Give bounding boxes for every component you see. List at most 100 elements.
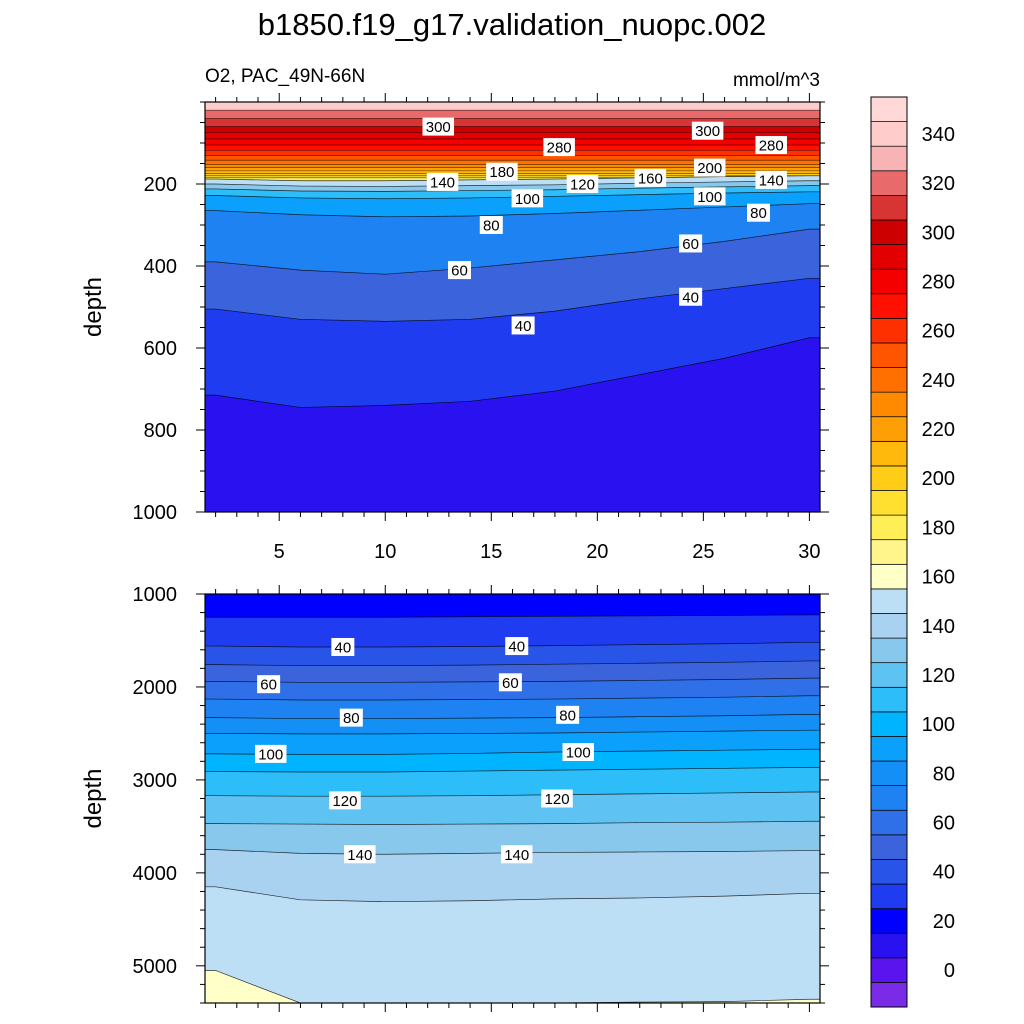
svg-text:160: 160 (638, 170, 663, 187)
y-tick-label: 200 (144, 174, 177, 196)
svg-text:100: 100 (258, 746, 283, 763)
colorbar-cell (870, 416, 908, 442)
colorbar-cell (870, 957, 908, 983)
colorbar-cell (870, 539, 908, 565)
svg-text:300: 300 (426, 119, 451, 136)
colorbar-cell (870, 121, 908, 147)
colorbar-tick-label: 280 (922, 271, 955, 293)
contour-label: 60 (447, 261, 471, 280)
contour-label: 40 (511, 316, 535, 335)
colorbar-cell (870, 391, 908, 418)
colorbar-cell (870, 514, 908, 541)
contour-label: 180 (486, 162, 518, 181)
svg-text:120: 120 (332, 793, 357, 810)
colorbar-cell (870, 859, 908, 885)
colorbar-tick-label: 340 (922, 124, 955, 146)
contour-label: 140 (426, 172, 459, 191)
colorbar-cell (870, 219, 908, 245)
colorbar-cell (870, 244, 908, 270)
contour-line (205, 820, 820, 825)
colorbar-cell (870, 932, 908, 959)
colorbar-cell (870, 465, 908, 491)
x-tick-label: 25 (692, 541, 714, 563)
contour-band-surface (205, 110, 820, 120)
svg-text:120: 120 (545, 791, 570, 808)
svg-text:80: 80 (559, 707, 576, 724)
contour-label: 40 (679, 287, 703, 306)
contour-band-surface (205, 102, 820, 112)
contour-label: 100 (693, 187, 726, 206)
colorbar-cell (870, 440, 908, 467)
colorbar-tick-label: 40 (933, 862, 955, 884)
contour-label: 280 (543, 138, 575, 157)
colorbar-tick-label: 60 (933, 813, 955, 835)
svg-text:180: 180 (489, 164, 514, 181)
contour-band (205, 337, 820, 512)
svg-text:140: 140 (759, 172, 784, 189)
svg-text:40: 40 (508, 639, 525, 656)
x-tick-label: 30 (798, 541, 820, 563)
x-tick-label: 15 (480, 541, 502, 563)
contour-band (205, 970, 820, 1003)
contour-label: 100 (562, 743, 594, 762)
colorbar-cell (870, 711, 908, 737)
contour-label: 120 (566, 175, 599, 194)
colorbar-tick-label: 160 (922, 567, 955, 589)
colorbar-cell (870, 563, 908, 590)
colorbar-tick-label: 300 (922, 222, 955, 244)
contour-line (205, 791, 820, 797)
contour-line (205, 228, 820, 275)
svg-text:140: 140 (504, 847, 529, 864)
svg-text:80: 80 (343, 710, 360, 727)
lower-contour-panel: 40 40 60 60 80 80 100 100 120 120 140 140 1000 2000 30… (80, 584, 829, 1012)
colorbar-tick-label: 20 (933, 911, 955, 933)
svg-text:80: 80 (750, 205, 767, 222)
y-tick-label: 400 (144, 256, 177, 278)
contour-line (205, 970, 820, 1003)
svg-text:40: 40 (335, 639, 352, 656)
colorbar-cell (870, 785, 908, 811)
contour-label: 80 (556, 705, 580, 724)
colorbar-cell (870, 908, 908, 934)
contour-label: 60 (679, 234, 703, 253)
contour-label: 280 (755, 136, 787, 155)
contour-line (205, 729, 820, 735)
contour-line (205, 767, 820, 773)
svg-text:40: 40 (682, 289, 699, 306)
contour-label: 120 (329, 791, 361, 810)
colorbar-cell (870, 367, 908, 393)
colorbar-tick-label: 0 (944, 960, 955, 982)
colorbar-cell (870, 170, 908, 196)
contour-label: 200 (693, 158, 726, 177)
contour-fill-area: 40 40 60 60 80 80 100 100 120 120 140 140 (205, 594, 820, 1003)
contour-label: 140 (344, 845, 376, 864)
colorbar-tick-label: 200 (922, 468, 955, 490)
contour-label: 60 (257, 675, 281, 694)
svg-text:100: 100 (515, 191, 540, 208)
contour-fill-area: 300 280 300 280 180 200 140 120 160 140 100 100 80 80… (205, 102, 820, 512)
figure-title: b1850.f19_g17.validation_nuopc.002 (258, 7, 767, 42)
colorbar-cell (870, 588, 908, 614)
contour-band-surface (205, 155, 820, 162)
y-axis-label: depth (80, 768, 107, 828)
colorbar-cell (870, 982, 908, 1008)
y-tick-label: 5000 (133, 956, 178, 978)
y-tick-label: 4000 (133, 863, 178, 885)
svg-text:280: 280 (759, 138, 784, 155)
contour-label: 160 (634, 168, 667, 187)
colorbar-cell (870, 834, 908, 860)
svg-text:80: 80 (483, 218, 500, 235)
colorbar-cell (870, 293, 908, 319)
x-tick-label: 20 (586, 541, 608, 563)
svg-text:60: 60 (682, 236, 699, 253)
upper-subtitle-right: mmol/m^3 (733, 70, 820, 91)
colorbar-tick-label: 100 (922, 714, 955, 736)
contour-band-surface (205, 118, 820, 128)
contour-label: 300 (422, 117, 455, 136)
y-tick-label: 800 (144, 420, 177, 442)
contour-line (205, 660, 820, 666)
contour-band-surface (205, 138, 820, 147)
colorbar-cell (870, 686, 908, 713)
contour-band-surface (205, 145, 820, 152)
